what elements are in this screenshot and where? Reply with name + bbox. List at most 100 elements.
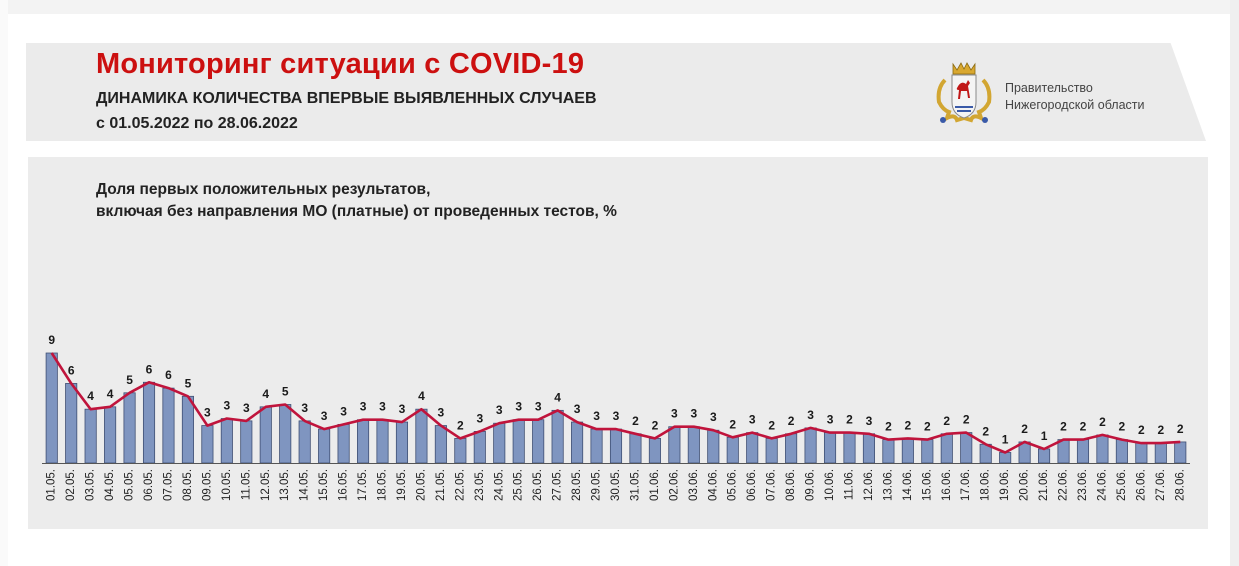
bar-03.05. xyxy=(84,408,97,464)
data-label-17.06.: 2 xyxy=(963,413,970,427)
bar-30.05. xyxy=(609,428,623,464)
bar-04.05. xyxy=(104,406,117,464)
page-edge-right xyxy=(1230,0,1239,566)
data-label-01.05.: 9 xyxy=(48,333,55,347)
data-label-01.06.: 2 xyxy=(652,418,659,432)
bar-19.06. xyxy=(999,452,1012,464)
x-tick-26.05.: 26.05. xyxy=(532,469,544,501)
bar-02.05. xyxy=(65,383,78,464)
bar-11.05. xyxy=(240,420,253,464)
data-label-10.05.: 3 xyxy=(224,399,231,413)
data-label-08.05.: 5 xyxy=(185,376,192,390)
x-tick-14.05.: 14.05. xyxy=(299,469,311,501)
bar-06.06. xyxy=(746,432,759,464)
bar-27.06. xyxy=(1154,442,1167,464)
bar-07.06. xyxy=(765,438,778,464)
x-tick-01.06.: 01.06. xyxy=(649,469,661,501)
data-label-19.05.: 3 xyxy=(399,402,406,416)
data-label-13.06.: 2 xyxy=(885,420,892,434)
data-label-19.06.: 1 xyxy=(1002,432,1009,446)
bar-24.06. xyxy=(1096,434,1109,464)
bar-23.05. xyxy=(473,431,486,464)
bar-13.06. xyxy=(882,439,895,464)
bar-08.05. xyxy=(181,395,194,464)
data-label-20.05.: 4 xyxy=(418,389,425,403)
x-tick-30.05.: 30.05. xyxy=(610,469,622,501)
data-label-11.05.: 3 xyxy=(243,401,250,415)
bar-24.05. xyxy=(493,422,506,464)
bar-13.05. xyxy=(279,404,292,464)
x-tick-18.05.: 18.05. xyxy=(377,469,389,501)
date-range: с 01.05.2022 по 28.06.2022 xyxy=(96,115,298,132)
x-tick-08.05.: 08.05. xyxy=(182,469,194,501)
x-tick-09.06.: 09.06. xyxy=(805,469,817,501)
data-label-07.05.: 6 xyxy=(165,368,172,382)
x-tick-04.05.: 04.05. xyxy=(104,469,116,501)
data-label-31.05.: 2 xyxy=(632,414,639,428)
x-tick-18.06.: 18.06. xyxy=(980,469,992,501)
data-label-11.06.: 2 xyxy=(846,413,853,427)
bar-11.06. xyxy=(843,432,856,464)
x-tick-06.05.: 06.05. xyxy=(143,469,155,501)
bar-27.05. xyxy=(551,409,564,464)
x-tick-17.06.: 17.06. xyxy=(960,469,972,501)
bar-26.05. xyxy=(532,419,545,464)
page-subtitle: ДИНАМИКА КОЛИЧЕСТВА ВПЕРВЫЕ ВЫЯВЛЕННЫХ С… xyxy=(96,90,597,107)
x-tick-28.05.: 28.05. xyxy=(571,469,583,501)
bar-09.06. xyxy=(804,427,817,464)
x-tick-17.05.: 17.05. xyxy=(357,469,369,501)
bar-31.05. xyxy=(629,433,642,464)
bar-17.06. xyxy=(960,432,973,464)
x-tick-15.06.: 15.06. xyxy=(921,469,933,501)
coat-of-arms-icon xyxy=(936,62,992,123)
data-label-22.05.: 2 xyxy=(457,418,464,432)
bar-21.05. xyxy=(434,425,447,464)
data-label-23.05.: 3 xyxy=(476,411,483,425)
bar-19.05. xyxy=(395,421,409,464)
data-label-24.05.: 3 xyxy=(496,403,503,417)
bar-08.06. xyxy=(785,433,798,464)
organization-name: Правительство Нижегородской области xyxy=(1005,80,1145,114)
bar-02.06. xyxy=(668,426,681,464)
data-label-24.06.: 2 xyxy=(1099,415,1106,429)
data-label-30.05.: 3 xyxy=(613,409,620,423)
x-tick-16.05.: 16.05. xyxy=(338,469,350,501)
x-tick-03.06.: 03.06. xyxy=(688,469,700,501)
page-edge-left xyxy=(0,0,8,566)
bar-25.06. xyxy=(1115,439,1128,464)
data-label-15.05.: 3 xyxy=(321,409,328,423)
x-tick-21.06.: 21.06. xyxy=(1038,469,1050,501)
data-label-04.06.: 3 xyxy=(710,410,717,424)
data-label-07.06.: 2 xyxy=(768,418,775,432)
data-label-28.05.: 3 xyxy=(574,402,581,416)
data-label-03.05.: 4 xyxy=(87,389,94,403)
x-tick-11.05.: 11.05. xyxy=(240,469,252,500)
x-tick-20.06.: 20.06. xyxy=(1019,469,1031,501)
x-tick-05.06.: 05.06. xyxy=(727,469,739,501)
data-label-18.05.: 3 xyxy=(379,400,386,414)
bar-10.06. xyxy=(823,432,837,464)
bar-04.06. xyxy=(707,429,720,464)
x-tick-01.05.: 01.05. xyxy=(46,469,58,501)
data-label-27.05.: 4 xyxy=(554,390,561,404)
data-label-26.06.: 2 xyxy=(1138,423,1145,437)
bar-25.05. xyxy=(512,419,525,464)
data-label-06.05.: 6 xyxy=(146,362,153,376)
data-label-14.06.: 2 xyxy=(905,418,912,432)
x-tick-22.06.: 22.06. xyxy=(1058,469,1070,501)
bar-03.06. xyxy=(687,426,700,464)
bar-06.05. xyxy=(142,381,156,464)
x-tick-02.05.: 02.05. xyxy=(65,469,77,501)
x-tick-14.06.: 14.06. xyxy=(902,469,914,501)
data-label-12.06.: 3 xyxy=(866,414,873,428)
organization-line-1: Правительство xyxy=(1005,81,1093,95)
x-tick-19.06.: 19.06. xyxy=(999,469,1011,501)
data-label-21.06.: 1 xyxy=(1041,429,1048,443)
data-label-05.06.: 2 xyxy=(729,417,736,431)
bar-29.05. xyxy=(590,428,603,464)
x-tick-29.05.: 29.05. xyxy=(591,469,603,501)
bar-17.05. xyxy=(357,419,370,464)
x-tick-27.06.: 27.06. xyxy=(1155,469,1167,501)
bar-18.05. xyxy=(376,419,389,464)
trend-line xyxy=(50,352,1181,454)
